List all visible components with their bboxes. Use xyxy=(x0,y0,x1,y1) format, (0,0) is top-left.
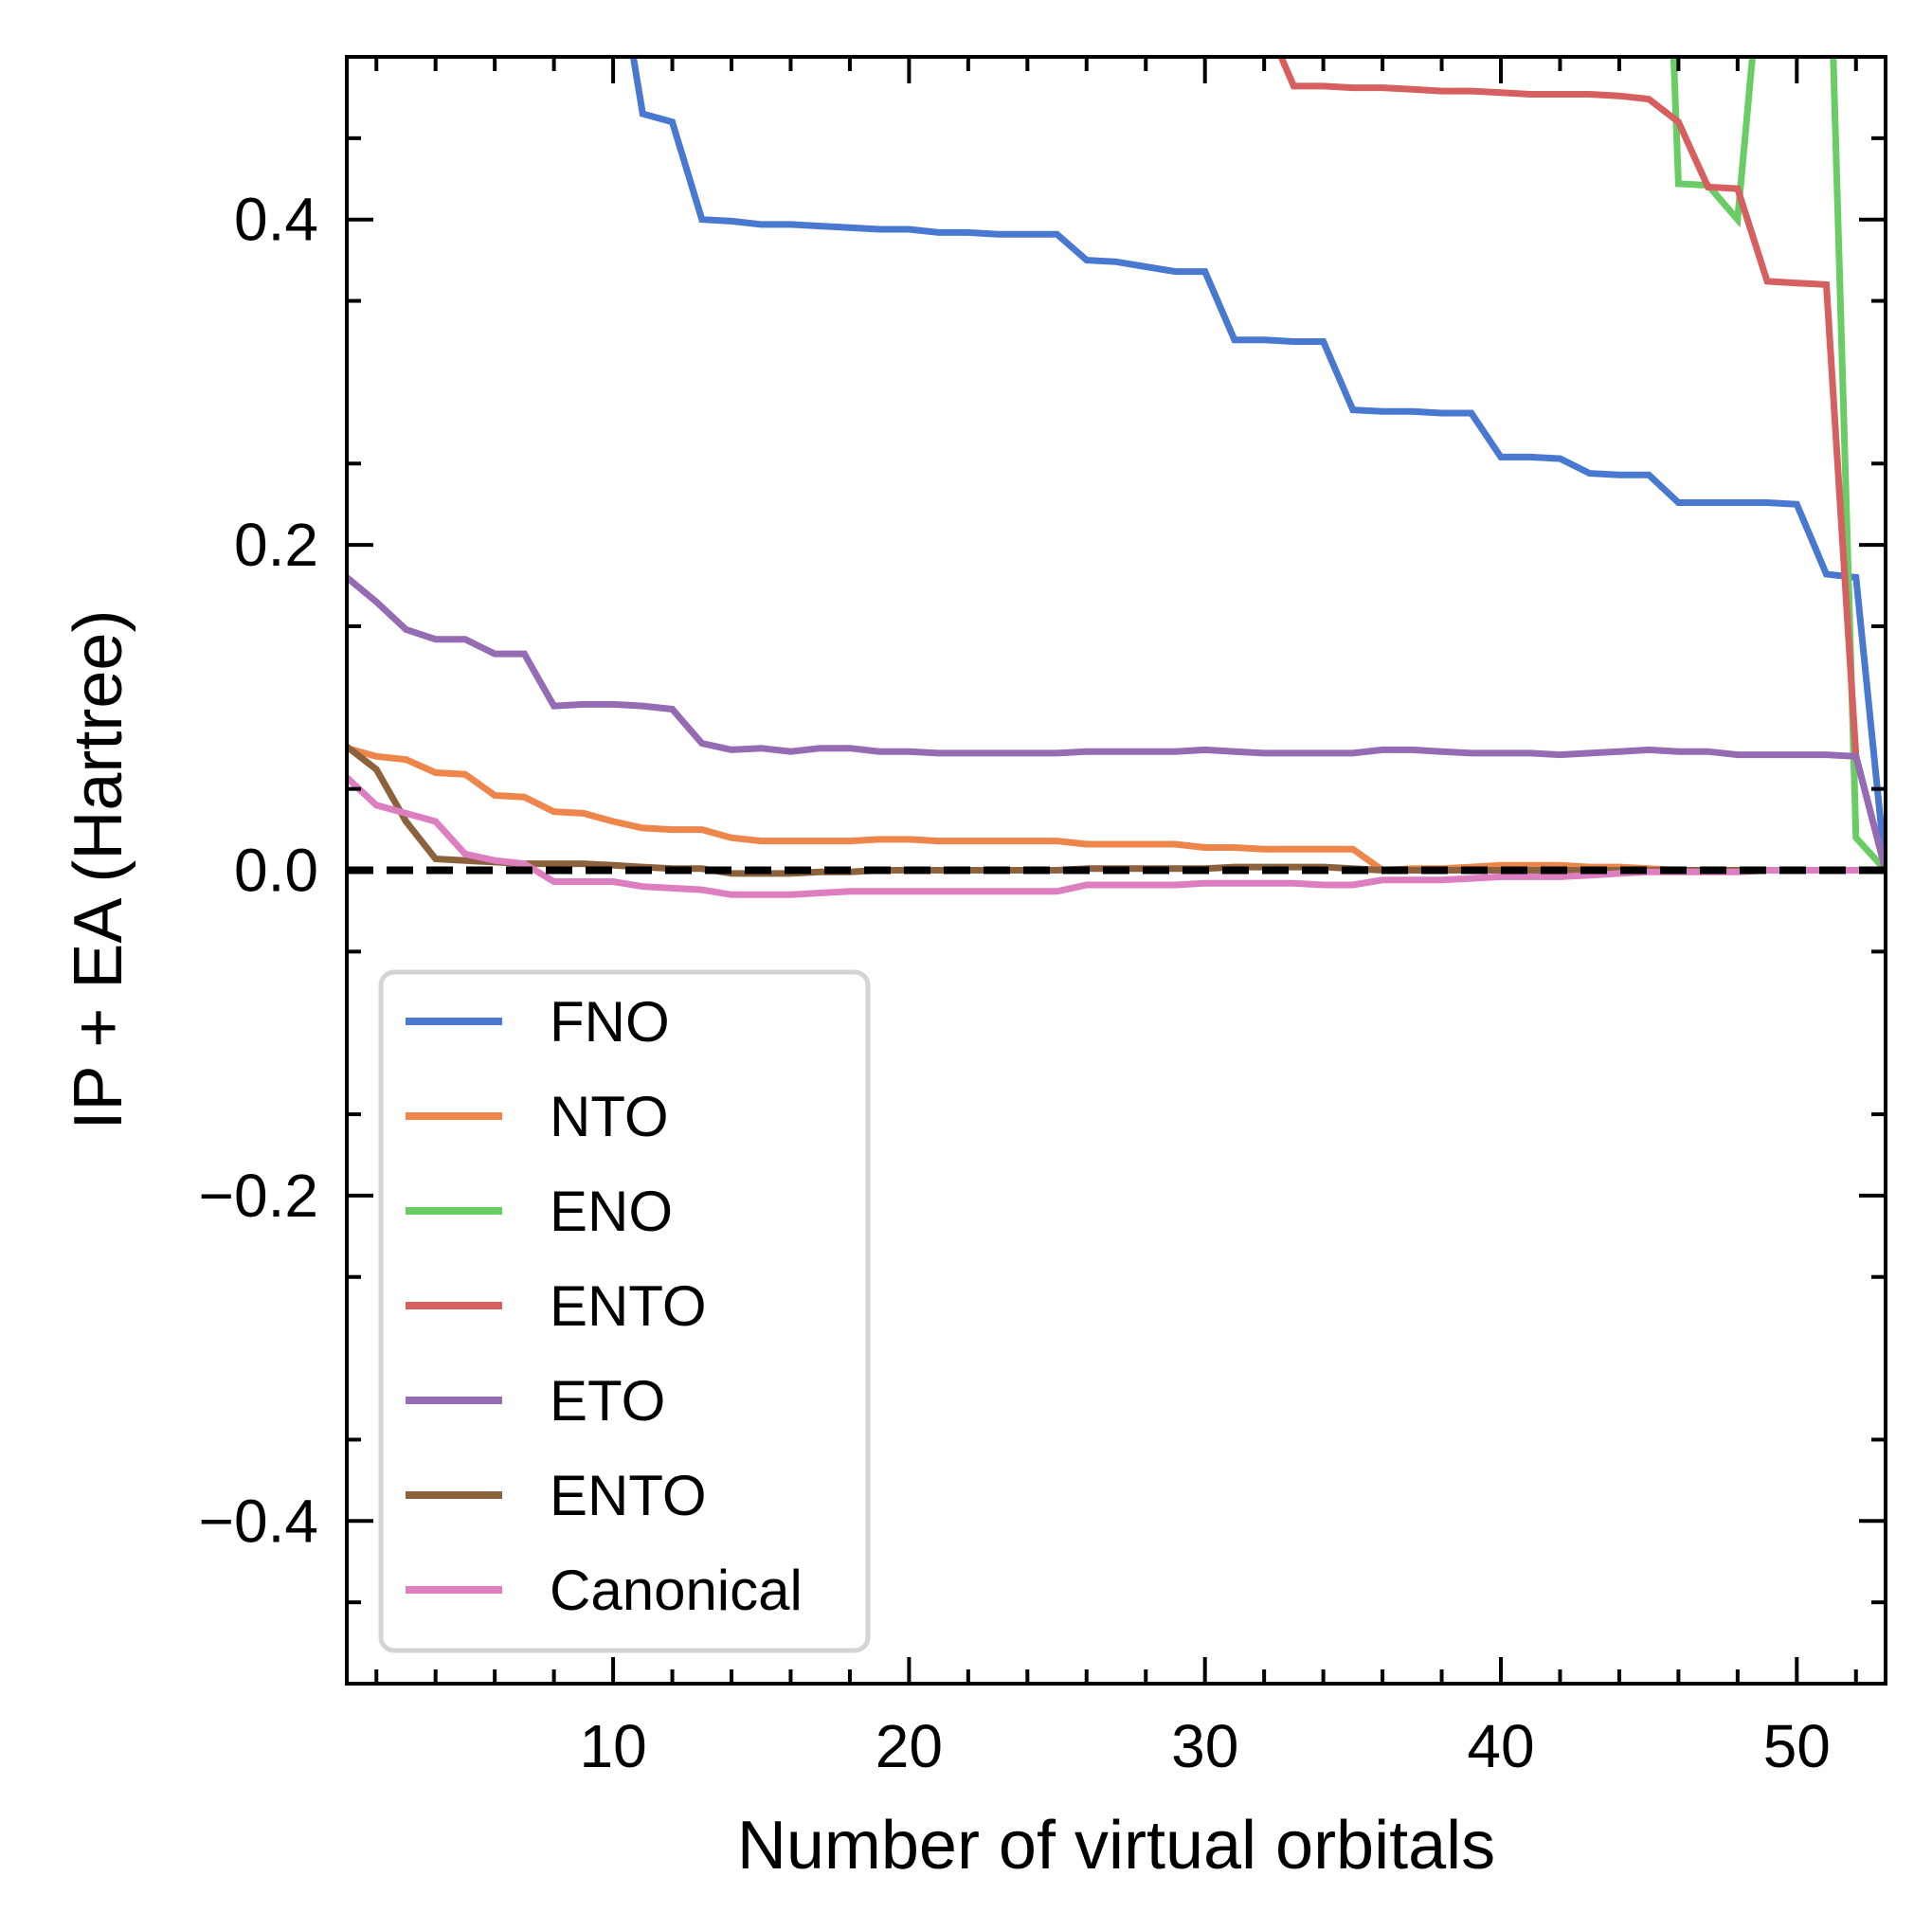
x-tick-label: 50 xyxy=(1763,1712,1831,1780)
y-tick-label: 0.4 xyxy=(234,186,318,254)
y-tick-label: −0.4 xyxy=(199,1487,318,1555)
series-line-0 xyxy=(629,57,1886,871)
legend-label: Canonical xyxy=(550,1559,803,1622)
y-tick-label: 0.0 xyxy=(234,837,318,905)
legend-label: FNO xyxy=(550,990,670,1054)
legend: FNO NTO ENO ENTO ETO ENTO Canonical xyxy=(378,969,871,1653)
x-tick-label: 10 xyxy=(579,1712,646,1780)
y-tick-label: 0.2 xyxy=(234,511,318,579)
x-tick-label: 40 xyxy=(1467,1712,1534,1780)
y-axis-label: IP + EA (Hartree) xyxy=(61,610,136,1130)
legend-box xyxy=(378,969,871,1653)
legend-label: ENO xyxy=(550,1180,673,1243)
legend-label: ETO xyxy=(550,1369,665,1433)
legend-label: ENTO xyxy=(550,1274,707,1338)
legend-label: ENTO xyxy=(550,1464,707,1527)
x-axis-label: Number of virtual orbitals xyxy=(737,1808,1495,1884)
legend-label: NTO xyxy=(550,1085,669,1148)
y-tick-label: −0.2 xyxy=(199,1162,318,1230)
series-line-4 xyxy=(347,574,1886,872)
ticks-layer: 10 20 30 40 50 −0.4 −0.2 0.0 0.2 0.4 xyxy=(199,57,1886,1780)
x-tick-label: 20 xyxy=(876,1712,943,1780)
series-line-3 xyxy=(1277,57,1886,872)
x-tick-label: 30 xyxy=(1171,1712,1238,1780)
